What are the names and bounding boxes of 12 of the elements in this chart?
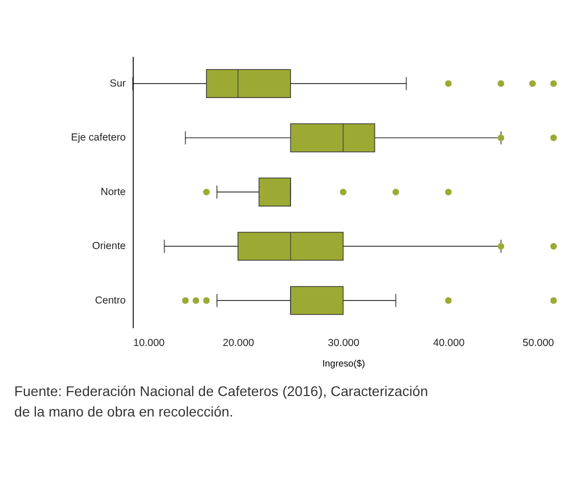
x-tick-label: 30.000 (328, 338, 360, 349)
x-tick-label: 10.000 (133, 338, 165, 349)
y-tick-label: Sur (110, 78, 126, 90)
y-tick-label: Oriente (92, 241, 126, 252)
source-note: Fuente: Federación Nacional de Cafeteros (2016), Caracterización de la mano de obra en recolección. (14, 382, 428, 420)
x-tick-label: 40.000 (433, 338, 465, 349)
x-axis-title: Ingreso($) (322, 358, 365, 368)
y-tick-label: Eje cafetero (70, 132, 126, 144)
y-tick-label: Norte (100, 186, 126, 198)
x-tick-label: 50.000 (522, 338, 554, 349)
x-tick-label: 20.000 (222, 338, 254, 349)
y-tick-label: Centro (94, 295, 126, 306)
